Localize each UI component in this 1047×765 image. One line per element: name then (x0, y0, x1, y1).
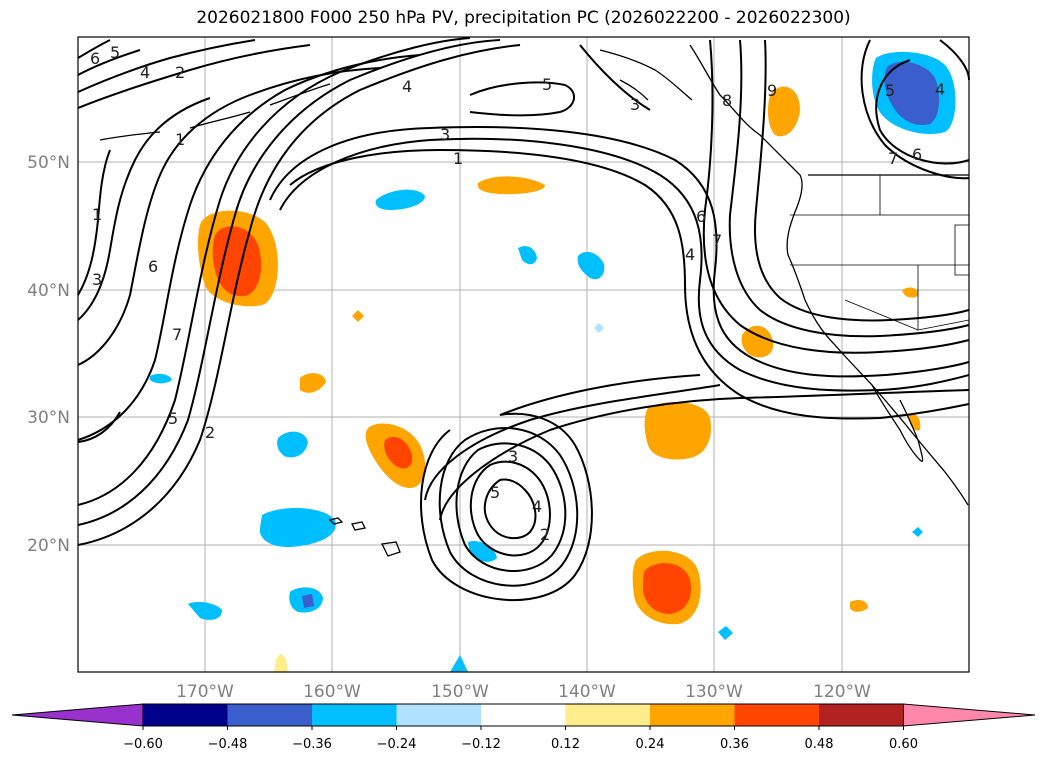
precip-negative-blob (518, 246, 537, 265)
precip-positive-blob (300, 373, 326, 393)
colorbar-tick-label: 0.48 (805, 737, 834, 752)
colorbar-extend-max (903, 703, 1036, 727)
pv-label: 4 (685, 245, 695, 264)
lon-label: 150°W (431, 682, 489, 702)
latitude-labels: 50°N 40°N 30°N 20°N (27, 153, 70, 556)
colorbar-swatch (565, 704, 651, 726)
precip-negative-blob (594, 323, 604, 333)
map-title: 2026021800 F000 250 hPa PV, precipitatio… (196, 8, 851, 28)
precip-positive-core (212, 226, 262, 297)
pv-label: 7 (712, 231, 722, 250)
precip-positive-blob (741, 325, 774, 358)
precip-negative-blob (718, 626, 733, 640)
pv-contours (77, 37, 970, 602)
colorbar-swatch (650, 704, 735, 726)
lat-label: 40°N (27, 281, 70, 301)
colorbar-tick-label: 0.36 (720, 737, 749, 752)
pv-label: 5 (110, 43, 120, 62)
colorbar: −0.60 −0.48 −0.36 −0.24 −0.12 0.12 0.24 0.36 0.4… (11, 703, 1036, 752)
pv-label: 7 (888, 149, 898, 168)
pv-label: 4 (935, 80, 945, 99)
pv-label: 4 (402, 77, 412, 96)
precip-negative-core (302, 594, 314, 608)
colorbar-swatch (734, 704, 820, 726)
precip-negative-blob (277, 431, 308, 458)
pv-label: 8 (722, 91, 732, 110)
precip-negative-blob (450, 655, 468, 672)
precip-positive-core (643, 563, 692, 614)
pv-label: 5 (542, 75, 552, 94)
colorbar-swatch (312, 704, 397, 726)
precip-negative-core (884, 62, 940, 126)
lon-label: 140°W (558, 682, 616, 702)
pv-label: 1 (453, 149, 463, 168)
pv-label: 5 (490, 483, 500, 502)
colorbar-frame (142, 703, 904, 727)
pv-contour-labels: 6 5 4 2 1 1 3 6 7 5 2 4 5 3 3 1 8 9 6 7 … (90, 43, 945, 544)
pv-label: 2 (205, 423, 215, 442)
colorbar-tick-label: 0.24 (636, 737, 665, 752)
colorbar-tick-label: −0.48 (208, 737, 248, 752)
lat-label: 50°N (27, 153, 70, 173)
colorbar-swatch (227, 704, 313, 726)
colorbar-tick-label: −0.60 (123, 737, 163, 752)
precip-positive-blob (644, 402, 712, 460)
colorbar-swatch (143, 704, 228, 726)
colorbar-tick-label: 0.12 (551, 737, 580, 752)
pv-label: 6 (912, 145, 922, 164)
lat-label: 30°N (27, 408, 70, 428)
pv-label: 2 (540, 525, 550, 544)
colorbar-extend-min (11, 703, 144, 727)
precip-positive-blob (767, 86, 800, 137)
pv-label: 6 (90, 49, 100, 68)
pv-label: 5 (885, 81, 895, 100)
pv-label: 3 (440, 125, 450, 144)
precip-positive-blob (477, 176, 545, 195)
map-panel: 6 5 4 2 1 1 3 6 7 5 2 4 5 3 3 1 8 9 6 7 … (77, 36, 970, 673)
lon-label: 160°W (303, 682, 361, 702)
precip-positive-blob (850, 600, 868, 612)
lat-label: 20°N (27, 536, 70, 556)
colorbar-swatch (396, 704, 482, 726)
pv-label: 5 (168, 409, 178, 428)
pv-label: 3 (508, 447, 518, 466)
precip-positive-blob (352, 310, 364, 322)
colorbar-tick-label: 0.60 (889, 737, 918, 752)
pv-label: 6 (148, 257, 158, 276)
pv-label: 9 (767, 81, 777, 100)
pv-label: 1 (92, 205, 102, 224)
map-frame (77, 36, 970, 673)
colorbar-swatch (481, 704, 566, 726)
precip-negative-blob (150, 373, 172, 384)
precip-negative-blob (577, 251, 605, 280)
precip-positive-core (384, 436, 413, 469)
pv-label: 6 (696, 207, 706, 226)
colorbar-tick-label: −0.12 (461, 737, 501, 752)
colorbar-tick-label: −0.36 (292, 737, 332, 752)
lon-label: 120°W (813, 682, 871, 702)
pv-label: 1 (175, 130, 185, 149)
pv-label: 4 (532, 497, 542, 516)
precip-negative-blob (188, 602, 222, 620)
colorbar-swatch (819, 704, 904, 726)
precip-negative-blob (375, 189, 425, 210)
pv-label: 4 (140, 63, 150, 82)
pv-label: 3 (630, 95, 640, 114)
pv-label: 7 (172, 325, 182, 344)
lon-label: 130°W (685, 682, 743, 702)
precip-negative-blob (912, 527, 923, 537)
lon-label: 170°W (176, 682, 234, 702)
pv-label: 3 (92, 270, 102, 289)
precip-negative-blob (259, 508, 336, 548)
precip-positive-blob (908, 413, 921, 431)
precip-positive-blob (902, 287, 919, 298)
longitude-labels: 170°W 160°W 150°W 140°W 130°W 120°W (176, 682, 871, 702)
precip-positive-blob (274, 654, 288, 672)
pv-label: 2 (175, 63, 185, 82)
colorbar-tick-label: −0.24 (377, 737, 417, 752)
